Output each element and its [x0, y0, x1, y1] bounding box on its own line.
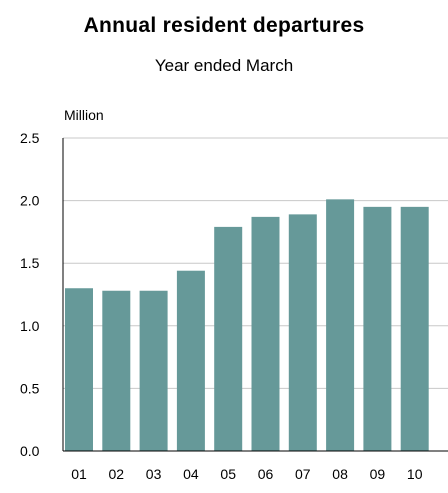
- y-axis-label: Million: [64, 107, 104, 123]
- bar-01: [65, 288, 93, 451]
- x-tick-label: 06: [258, 466, 274, 482]
- bar-08: [326, 199, 355, 451]
- bar-02: [102, 290, 131, 451]
- chart-subtitle: Year ended March: [154, 56, 294, 75]
- bar-05: [214, 226, 243, 451]
- x-tick-label: 03: [146, 466, 162, 482]
- bar-04: [176, 270, 205, 451]
- y-tick-label: 0.5: [20, 380, 40, 396]
- y-tick-label: 2.0: [20, 193, 40, 209]
- x-tick-label: 09: [370, 466, 386, 482]
- x-tick-label: 04: [183, 466, 199, 482]
- x-tick-label: 02: [109, 466, 125, 482]
- bar-06: [251, 216, 280, 451]
- bar-10: [400, 206, 429, 451]
- y-tick-label: 1.0: [20, 318, 40, 334]
- bar-07: [288, 214, 317, 451]
- x-tick-label: 08: [332, 466, 348, 482]
- y-tick-label: 0.0: [20, 443, 40, 459]
- bar-09: [363, 206, 392, 451]
- x-tick-label: 07: [295, 466, 311, 482]
- x-tick-label: 05: [220, 466, 236, 482]
- x-tick-label: 10: [407, 466, 423, 482]
- bar-03: [139, 290, 168, 451]
- y-tick-label: 1.5: [20, 255, 40, 271]
- x-tick-label: 01: [71, 466, 87, 482]
- chart-title: Annual resident departures: [83, 14, 365, 37]
- y-tick-label: 2.5: [20, 130, 40, 146]
